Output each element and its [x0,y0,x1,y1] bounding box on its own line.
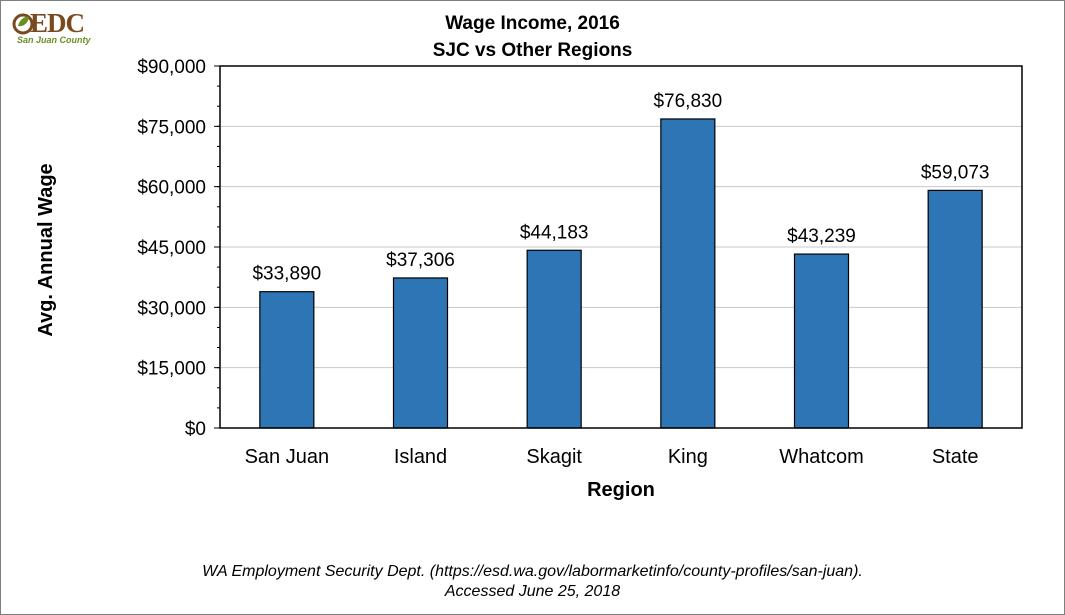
bar-san-juan [259,291,315,429]
x-tick-label: Skagit [526,446,582,468]
y-axis-label: Avg. Annual Wage [35,163,57,336]
y-tick-label: $75,000 [137,117,206,138]
y-tick-label: $45,000 [137,238,206,259]
edc-logo: EDC San Juan County [12,6,102,46]
logo-name: EDC [30,8,85,38]
x-axis: San Juan Island Skagit King Whatcom State [245,446,979,468]
x-tick-label: Whatcom [779,446,863,468]
bar-king [660,118,716,429]
y-tick-label: $30,000 [137,298,206,319]
data-labels: $33,890 $37,306 $44,183 $76,830 $43,239 $59,0… [252,91,989,285]
x-axis-label: Region [587,479,655,501]
y-tick-label: $0 [185,419,206,440]
chart-title: Wage Income, 2016 [445,13,620,34]
data-label: $43,239 [787,226,856,247]
data-label: $37,306 [386,250,455,271]
chart-subtitle: SJC vs Other Regions [432,40,633,61]
source-citation: WA Employment Security Dept. (https://es… [202,563,863,580]
bar-whatcom [793,253,850,429]
y-tick-label: $60,000 [137,178,206,199]
y-tick-label: $90,000 [137,57,206,78]
data-label: $44,183 [520,222,589,243]
bar-island [392,277,449,429]
y-axis: $0 $15,000 $30,000 $45,000 $60,000 $75,000 $90… [137,57,220,440]
gridlines [220,125,1022,369]
leaf-icon [12,13,34,35]
x-tick-label: San Juan [245,446,330,468]
x-tick-label: Island [394,446,447,468]
data-label: $33,890 [252,264,321,285]
x-tick-label: King [668,446,708,468]
x-tick-label: State [932,446,979,468]
data-label: $59,073 [921,162,990,183]
source-accessed-date: Accessed June 25, 2018 [444,583,621,600]
data-label: $76,830 [653,91,722,112]
logo-tagline: San Juan County [17,35,91,45]
bar-state [927,189,983,429]
bars [259,118,983,429]
bar-skagit [526,249,582,429]
y-tick-label: $15,000 [137,359,206,380]
